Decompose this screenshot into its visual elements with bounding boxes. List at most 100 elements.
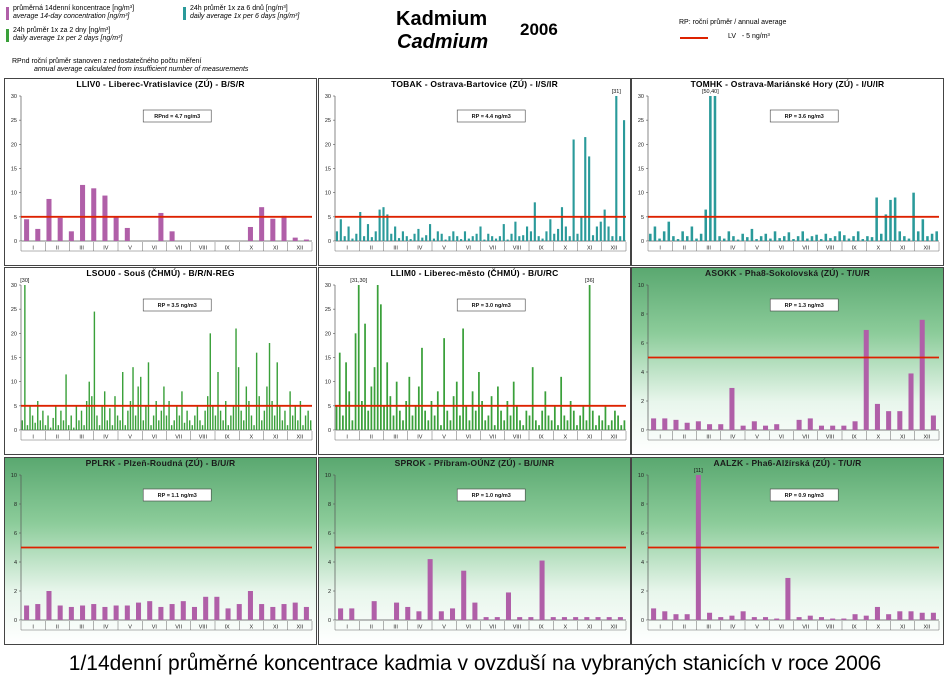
legend-green-swatch [6,29,9,42]
bar [598,415,600,430]
bar [847,238,851,241]
bar [180,601,186,620]
bar [39,420,42,430]
y-tick-label: 10 [325,191,331,197]
bar [591,410,594,430]
peak-label: [31,30] [350,278,367,284]
bar [24,605,30,620]
month-label: IV [417,435,423,441]
bar [266,386,268,430]
bar [446,410,449,430]
bar [214,415,217,430]
y-tick-label: 15 [325,356,331,362]
month-label: I [32,625,34,631]
bar [525,226,529,241]
month-label: VIII [826,625,835,631]
bar [483,239,486,241]
y-tick-label: 20 [325,331,331,337]
month-label: IX [539,435,545,441]
chart-title: SPROK - Příbram-OÚNZ (ZÚ) - B/U/NR [394,458,555,468]
bar [479,226,482,241]
bar [755,239,758,241]
y-tick-label: 0 [328,428,331,434]
bar [136,602,142,620]
bar [163,386,165,430]
annotation-text: RPnd = 4.7 ng/m3 [154,114,200,120]
month-label: IX [852,246,858,252]
bar [819,239,823,241]
bar [503,420,506,430]
bar [351,238,354,241]
month-label: VII [802,435,809,441]
month-label: III [79,246,84,252]
bar [124,605,130,620]
month-label: X [250,246,254,252]
y-tick-label: 8 [641,502,644,508]
bar [856,231,860,241]
month-label: IV [730,625,736,631]
bar [417,386,420,430]
bar [411,415,414,430]
bar [522,235,525,241]
bar [610,420,613,430]
month-label: X [564,246,568,252]
y-tick-label: 0 [328,239,331,245]
bar [615,96,618,241]
y-tick-label: 0 [641,618,644,624]
bar [673,419,679,430]
bar [436,391,439,430]
bar [169,231,175,241]
bar [893,197,897,241]
bar [299,401,302,430]
chart-title: ASOKK - Pha8-Sokolovská (ZÚ) - T/U/R [705,268,870,278]
bar [91,188,97,241]
bar [232,405,235,430]
bar [101,405,103,430]
y-tick-label: 20 [11,142,17,148]
bar [270,218,276,241]
bar [35,228,41,241]
legend-green-text: 24h průměr 1x za 2 dny [ng/m³] [13,27,111,34]
bar [651,418,657,430]
bar [544,391,547,430]
bar [651,608,657,620]
bar [514,221,517,241]
bar [763,617,769,620]
y-tick-label: 10 [638,191,644,197]
bar [430,401,433,430]
month-label: VII [489,435,496,441]
lv-label: LV - 5 ng/m³ [728,33,770,40]
bar [884,214,888,241]
bar [106,420,108,430]
bar [672,236,675,241]
bar [401,231,404,241]
bar [746,237,749,241]
bar [729,615,735,620]
bar [569,401,572,430]
bar [102,195,108,241]
month-label: VII [489,246,496,252]
bar [903,236,906,241]
month-label: VIII [199,625,208,631]
bar [370,386,373,430]
bar [606,617,612,620]
bar [611,236,614,241]
month-label: I [346,625,348,631]
bar [158,212,164,241]
y-tick-label: 10 [325,380,331,386]
bar [199,420,201,430]
bar [31,415,34,430]
bar [68,606,74,620]
month-label: III [393,625,398,631]
annotation-box [769,109,839,123]
annotation-text: RP = 3.0 ng/m3 [472,303,511,309]
bar [483,617,489,620]
bar [413,233,416,241]
peak-label: [36] [585,278,595,284]
bar [414,405,417,430]
month-label: V [442,246,446,252]
month-label: IV [103,435,109,441]
bar [622,120,626,241]
month-label: X [877,246,881,252]
